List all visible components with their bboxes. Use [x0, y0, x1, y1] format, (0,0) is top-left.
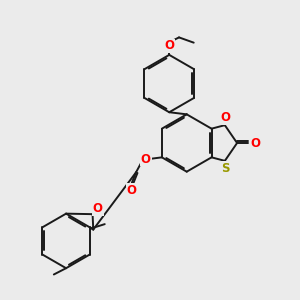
Text: O: O [220, 111, 230, 124]
Text: S: S [221, 162, 230, 175]
Text: O: O [164, 39, 174, 52]
Text: O: O [127, 184, 136, 197]
Text: O: O [250, 136, 260, 149]
Text: O: O [141, 153, 151, 166]
Text: O: O [93, 202, 103, 215]
